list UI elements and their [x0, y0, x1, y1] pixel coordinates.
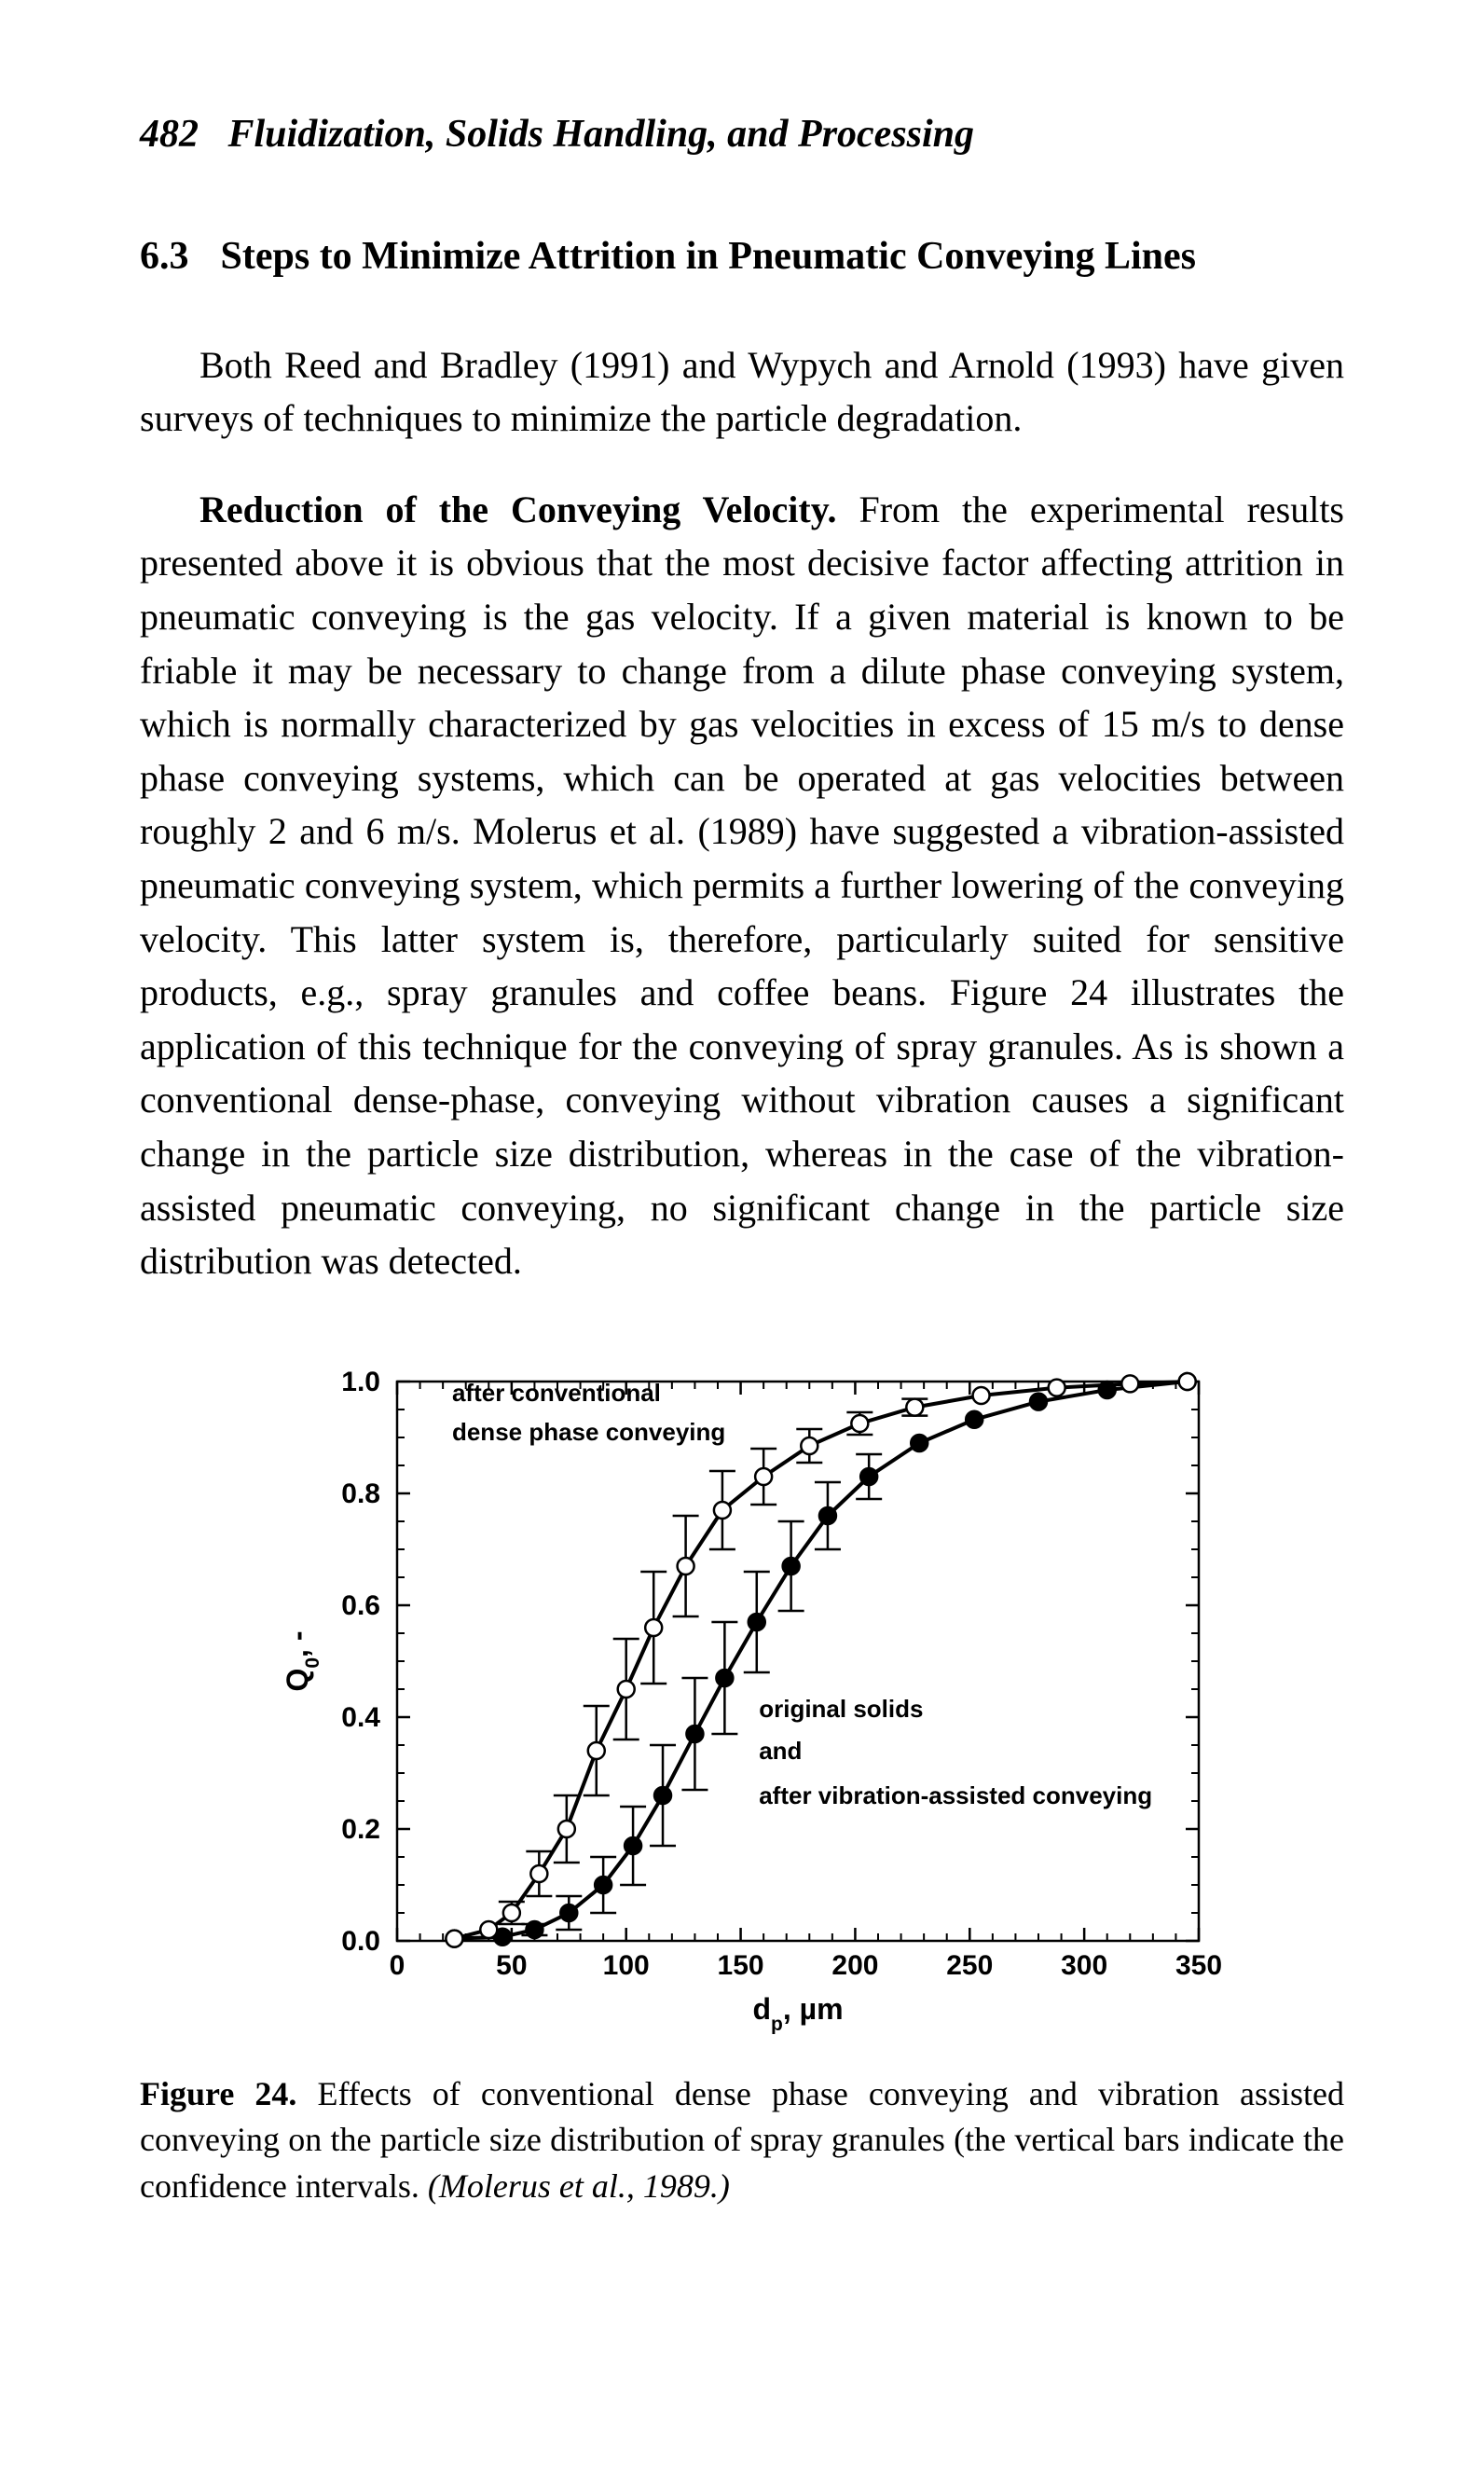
svg-text:300: 300 — [1061, 1950, 1107, 1981]
svg-text:dp, µm: dp, µm — [752, 1992, 843, 2034]
page: 482 Fluidization, Solids Handling, and P… — [0, 0, 1484, 2489]
paragraph-2-body: From the experimental results presented … — [140, 488, 1344, 1282]
paragraph-1: Both Reed and Bradley (1991) and Wypych … — [140, 338, 1344, 446]
section-heading: 6.3 Steps to Minimize Attrition in Pneum… — [140, 231, 1344, 282]
chart-svg: 0 50 100 150 200 250 300 350 0.0 0.2 0.4 0.6 0.8 1.0 d… — [248, 1344, 1236, 2034]
svg-text:350: 350 — [1175, 1950, 1222, 1981]
svg-text:1.0: 1.0 — [341, 1367, 380, 1397]
running-title: Fluidization, Solids Handling, and Proce… — [228, 113, 975, 156]
running-header: 482 Fluidization, Solids Handling, and P… — [140, 112, 1344, 157]
svg-text:0: 0 — [390, 1950, 405, 1981]
svg-text:0.4: 0.4 — [341, 1702, 380, 1733]
section-number: 6.3 — [140, 231, 189, 282]
figure-caption-body: Effects of conventional dense phase conv… — [140, 2075, 1344, 2205]
section-title: Steps to Minimize Attrition in Pneumatic… — [221, 231, 1345, 282]
figure-24-chart: 0 50 100 150 200 250 300 350 0.0 0.2 0.4 0.6 0.8 1.0 d… — [140, 1344, 1344, 2034]
svg-text:and: and — [759, 1737, 802, 1765]
svg-text:150: 150 — [718, 1950, 764, 1981]
svg-text:250: 250 — [946, 1950, 993, 1981]
svg-text:original solids: original solids — [759, 1695, 923, 1723]
svg-text:100: 100 — [603, 1950, 650, 1981]
svg-text:Q0, -: Q0, - — [281, 1630, 323, 1691]
svg-text:after vibration-assisted conve: after vibration-assisted conveying — [759, 1781, 1152, 1809]
svg-text:0.0: 0.0 — [341, 1926, 380, 1957]
figure-caption: Figure 24. Effects of conventional dense… — [140, 2071, 1344, 2210]
paragraph-2: Reduction of the Conveying Velocity. Fro… — [140, 483, 1344, 1288]
svg-text:0.8: 0.8 — [341, 1478, 380, 1509]
svg-text:50: 50 — [496, 1950, 527, 1981]
figure-citation: (Molerus et al., 1989.) — [428, 2167, 730, 2205]
svg-text:after conventional: after conventional — [452, 1379, 661, 1407]
figure-number: Figure 24. — [140, 2075, 296, 2112]
page-number: 482 — [140, 113, 199, 156]
svg-text:dense phase conveying: dense phase conveying — [452, 1418, 725, 1446]
svg-text:0.6: 0.6 — [341, 1590, 380, 1621]
svg-text:200: 200 — [831, 1950, 878, 1981]
svg-text:0.2: 0.2 — [341, 1814, 380, 1845]
run-in-heading: Reduction of the Conveying Velocity. — [199, 488, 837, 530]
